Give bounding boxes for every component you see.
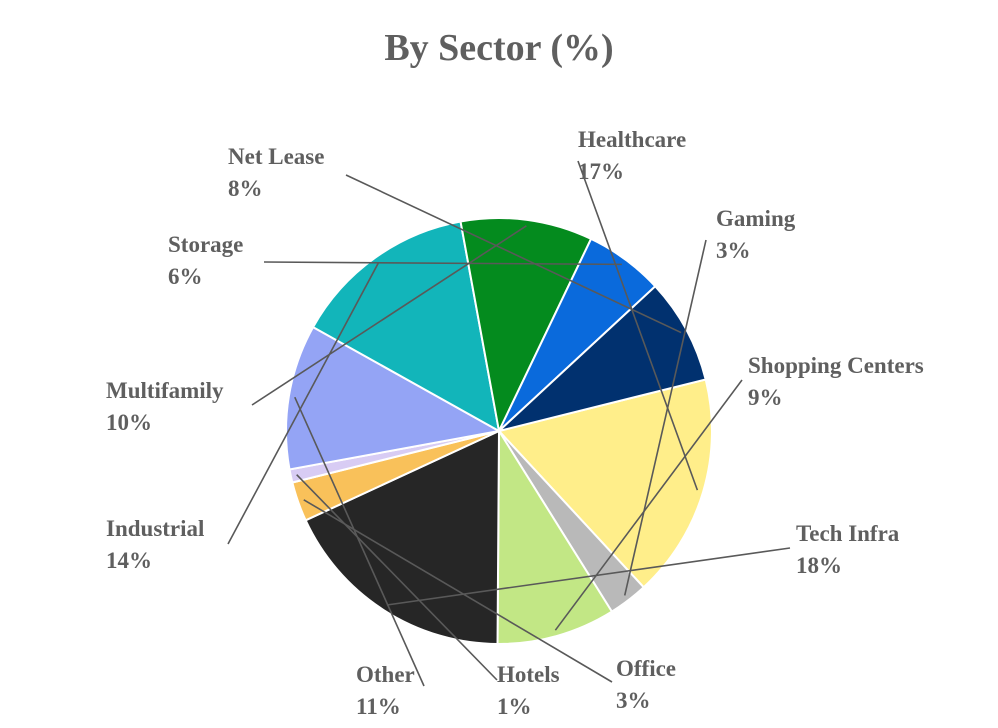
leader-line-storage bbox=[263, 261, 622, 266]
leader-line-other bbox=[294, 396, 425, 687]
pie-slice-tech-infra bbox=[304, 429, 501, 646]
leader-line-shopping-centers bbox=[554, 379, 743, 631]
data-label-other: Other 11% bbox=[356, 662, 415, 719]
pie-slice-shopping-centers bbox=[496, 427, 614, 645]
data-label-storage: Storage 6% bbox=[168, 232, 243, 289]
data-label-healthcare: Healthcare 17% bbox=[578, 127, 686, 184]
pie-slices bbox=[285, 217, 713, 646]
leader-line-hotels bbox=[296, 474, 498, 681]
leader-lines bbox=[227, 160, 791, 687]
data-label-value: 10% bbox=[106, 410, 152, 435]
data-label-name: Tech Infra bbox=[796, 521, 900, 546]
leader-line-industrial bbox=[227, 262, 380, 545]
data-label-industrial: Industrial 14% bbox=[106, 516, 204, 573]
chart-title: By Sector (%) bbox=[384, 27, 613, 69]
data-label-shopping-centers: Shopping Centers 9% bbox=[748, 353, 924, 410]
data-label-value: 3% bbox=[716, 238, 751, 263]
data-label-tech-infra: Tech Infra 18% bbox=[796, 521, 900, 578]
data-label-name: Industrial bbox=[106, 516, 204, 541]
data-label-name: Multifamily bbox=[106, 378, 224, 403]
data-label-value: 1% bbox=[497, 694, 532, 719]
data-label-name: Healthcare bbox=[578, 127, 686, 152]
data-label-name: Shopping Centers bbox=[748, 353, 924, 378]
data-label-value: 11% bbox=[356, 694, 401, 719]
data-label-value: 6% bbox=[168, 264, 203, 289]
data-label-value: 14% bbox=[106, 548, 152, 573]
data-label-name: Storage bbox=[168, 232, 243, 257]
data-label-name: Office bbox=[616, 656, 676, 681]
data-label-office: Office 3% bbox=[616, 656, 676, 713]
data-label-value: 8% bbox=[228, 176, 263, 201]
slice-labels: Healthcare 17% Gaming 3% Shopping Centers 9% T… bbox=[106, 127, 924, 719]
data-label-value: 17% bbox=[578, 159, 624, 184]
leader-line-net-lease bbox=[345, 174, 682, 334]
pie-slice-other bbox=[285, 325, 502, 471]
leader-line-healthcare bbox=[577, 160, 699, 491]
data-label-name: Other bbox=[356, 662, 415, 687]
pie-slice-multifamily bbox=[459, 217, 593, 435]
data-label-hotels: Hotels 1% bbox=[497, 662, 560, 719]
data-label-name: Hotels bbox=[497, 662, 560, 687]
data-label-gaming: Gaming 3% bbox=[716, 206, 796, 263]
leader-line-multifamily bbox=[251, 225, 527, 406]
data-label-net-lease: Net Lease 8% bbox=[228, 144, 324, 201]
leader-line-tech-infra bbox=[386, 547, 791, 606]
data-label-multifamily: Multifamily 10% bbox=[106, 378, 224, 435]
data-label-value: 9% bbox=[748, 385, 783, 410]
pie-slice-healthcare bbox=[497, 378, 713, 589]
data-label-name: Net Lease bbox=[228, 144, 324, 169]
data-label-value: 3% bbox=[616, 688, 651, 713]
data-label-value: 18% bbox=[796, 553, 842, 578]
leader-line-gaming bbox=[623, 239, 707, 596]
data-label-name: Gaming bbox=[716, 206, 796, 231]
